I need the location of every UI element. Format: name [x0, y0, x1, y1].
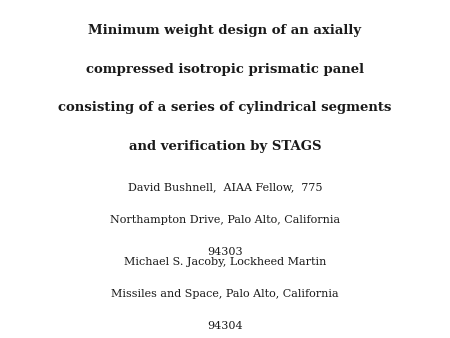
Text: 94303: 94303 [207, 247, 243, 257]
Text: Minimum weight design of an axially: Minimum weight design of an axially [89, 24, 361, 37]
Text: and verification by STAGS: and verification by STAGS [129, 140, 321, 153]
Text: Michael S. Jacoby, Lockheed Martin: Michael S. Jacoby, Lockheed Martin [124, 257, 326, 267]
Text: Missiles and Space, Palo Alto, California: Missiles and Space, Palo Alto, Californi… [111, 289, 339, 299]
Text: David Bushnell,  AIAA Fellow,  775: David Bushnell, AIAA Fellow, 775 [128, 183, 322, 193]
Text: Northampton Drive, Palo Alto, California: Northampton Drive, Palo Alto, California [110, 215, 340, 225]
Text: 94304: 94304 [207, 321, 243, 331]
Text: compressed isotropic prismatic panel: compressed isotropic prismatic panel [86, 63, 364, 75]
Text: consisting of a series of cylindrical segments: consisting of a series of cylindrical se… [58, 101, 392, 114]
